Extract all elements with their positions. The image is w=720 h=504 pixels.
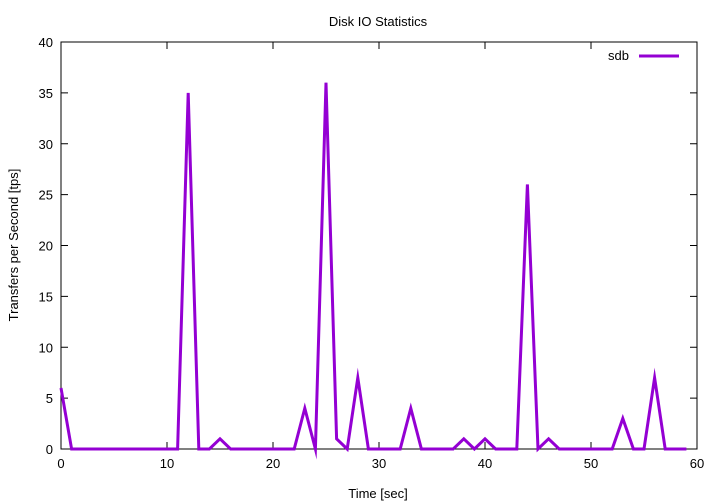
legend-label-sdb: sdb [608,48,629,63]
y-tick-label: 15 [39,289,53,304]
x-tick-label: 20 [266,456,280,471]
y-tick-label: 35 [39,86,53,101]
y-tick-label: 5 [46,391,53,406]
x-axis-label: Time [sec] [348,486,407,501]
legend: sdb [608,48,679,63]
y-tick-label: 25 [39,188,53,203]
axis-ticks: 0 5 10 15 20 25 30 35 40 0 10 20 30 40 50 60 [39,35,705,471]
x-tick-label: 40 [478,456,492,471]
y-tick-label: 30 [39,137,53,152]
x-tick-label: 60 [690,456,704,471]
chart-title: Disk IO Statistics [329,14,428,29]
y-axis-label: Transfers per Second [tps] [6,169,21,322]
y-tick-label: 0 [46,442,53,457]
x-tick-label: 0 [57,456,64,471]
plot-area-border [60,41,698,450]
y-tick-label: 20 [39,239,53,254]
x-tick-label: 50 [584,456,598,471]
x-tick-label: 10 [160,456,174,471]
series-line-sdb [59,82,687,460]
series-layer [59,82,687,460]
x-tick-label: 30 [372,456,386,471]
y-tick-label: 40 [39,35,53,50]
y-tick-label: 10 [39,340,53,355]
